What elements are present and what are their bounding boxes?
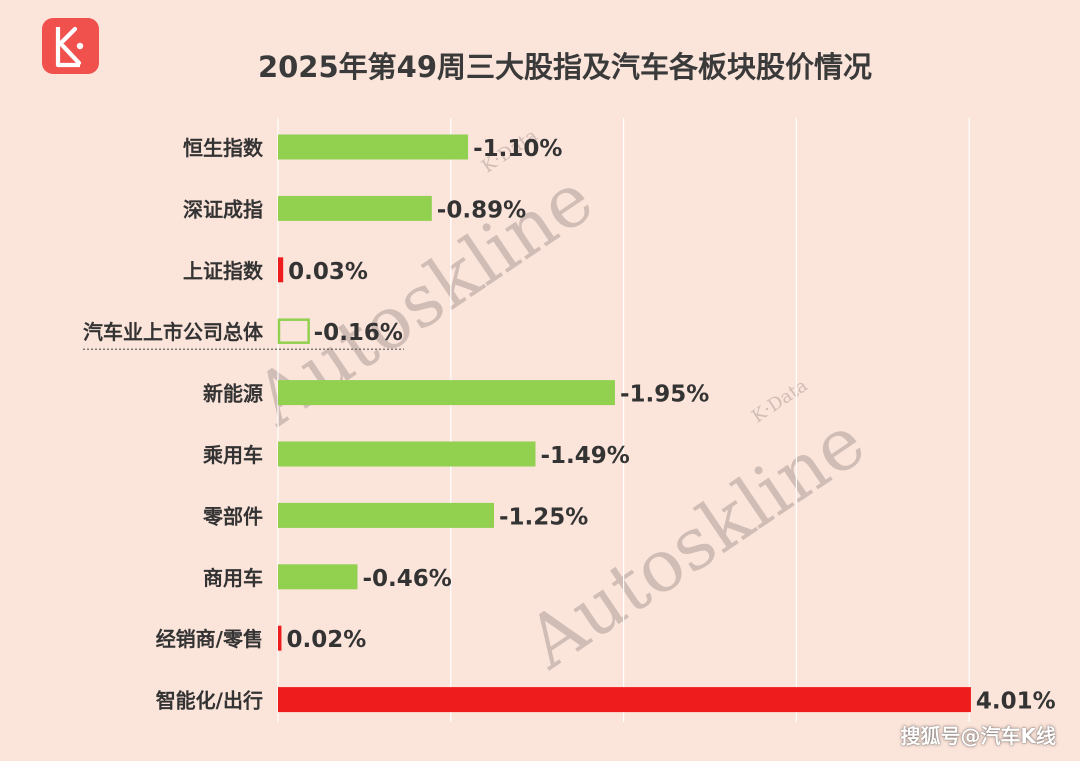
bar [278,380,615,406]
bar [278,625,282,651]
brand-logo [42,18,99,74]
bar [278,441,536,467]
category-label: 乘用车 [202,443,263,467]
chart-title: 2025年第49周三大股指及汽车各板块股价情况 [257,50,873,84]
data-label: -1.49% [540,443,629,469]
k-logo-icon [55,26,84,68]
category-label: 恒生指数 [183,136,264,160]
data-label: -1.95% [620,382,709,408]
category-label: 商用车 [203,566,263,590]
category-label: 零部件 [202,504,263,528]
data-label: -1.10% [473,136,562,162]
bar [278,564,358,590]
category-label: 上证指数 [183,259,264,283]
category-label: 智能化/出行 [156,689,263,713]
data-label: 0.02% [286,627,366,653]
data-label: 4.01% [976,689,1056,715]
bar [278,687,971,713]
category-label: 新能源 [203,382,263,406]
category-label: 汽车业上市公司总体 [83,320,264,344]
data-label: -0.89% [437,197,526,223]
category-label: 深证成指 [183,197,263,221]
bar [278,502,494,528]
data-label: -0.46% [362,566,451,592]
data-label: -0.16% [314,320,403,346]
data-label: -1.25% [499,504,588,530]
category-label: 经销商/零售 [156,627,263,651]
footer-source: 搜狐号@汽车K线 [900,724,1057,748]
bar [278,257,284,283]
data-label: 0.03% [288,259,368,285]
bar [278,134,469,160]
bar [278,195,432,221]
bar [277,318,310,344]
